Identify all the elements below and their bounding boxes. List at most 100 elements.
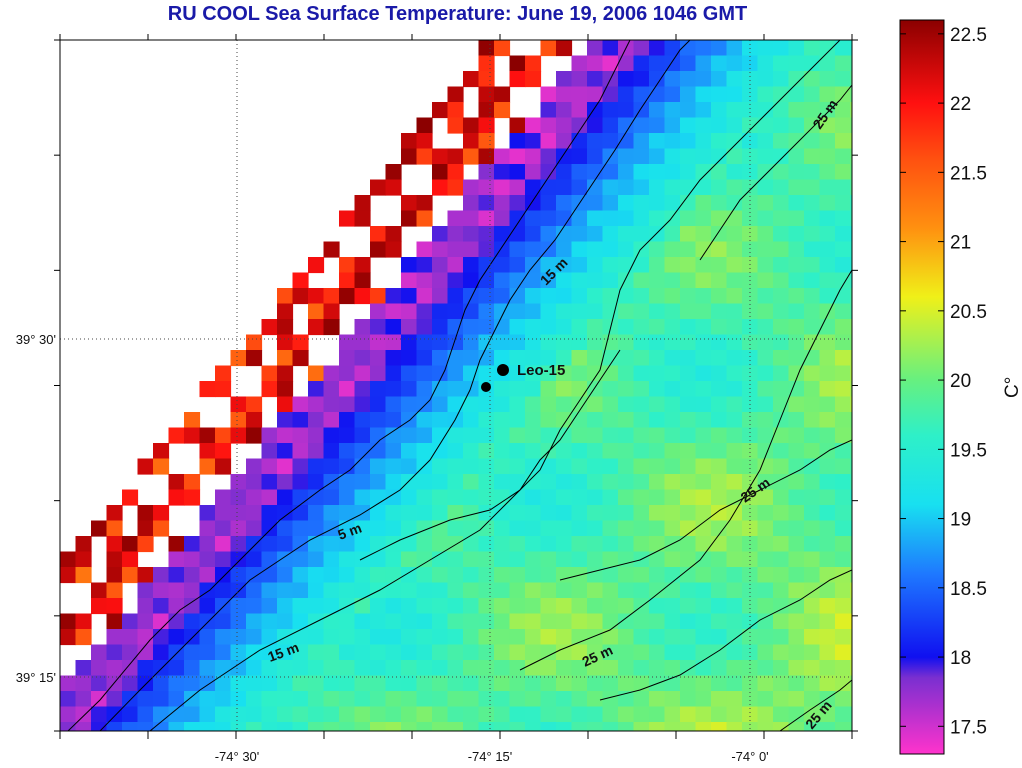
sst-pixel (726, 303, 743, 320)
map-title: RU COOL Sea Surface Temperature: June 19… (167, 3, 748, 25)
sst-pixel (757, 582, 774, 599)
sst-pixel (509, 722, 526, 731)
sst-pixel (633, 536, 650, 553)
sst-pixel (804, 288, 821, 305)
sst-pixel (649, 303, 666, 320)
sst-pixel (850, 722, 852, 731)
sst-pixel (618, 365, 635, 382)
sst-pixel (664, 241, 681, 258)
sst-pixel (819, 350, 836, 367)
sst-pixel (525, 319, 542, 336)
sst-pixel (401, 195, 418, 212)
sst-pixel (757, 629, 774, 646)
sst-pixel (184, 706, 201, 723)
sst-pixel (819, 536, 836, 553)
sst-pixel (509, 257, 526, 274)
sst-pixel (835, 241, 852, 258)
sst-pixel (339, 396, 356, 413)
sst-pixel (416, 210, 433, 227)
sst-pixel (168, 582, 185, 599)
sst-pixel (463, 226, 480, 243)
sst-pixel (137, 598, 154, 615)
sst-pixel (711, 722, 728, 731)
sst-pixel (788, 706, 805, 723)
sst-pixel (587, 582, 604, 599)
sst-pixel (618, 288, 635, 305)
sst-pixel (463, 722, 480, 731)
sst-pixel (261, 722, 278, 731)
sst-pixel (726, 644, 743, 661)
sst-pixel (416, 133, 433, 150)
sst-pixel (711, 71, 728, 88)
sst-pixel (757, 520, 774, 537)
sst-pixel (153, 582, 170, 599)
sst-pixel (509, 148, 526, 165)
sst-pixel (804, 567, 821, 584)
sst-pixel (525, 474, 542, 491)
sst-pixel (432, 551, 449, 568)
station-marker-leo15[interactable] (497, 364, 509, 376)
sst-pixel (494, 210, 511, 227)
sst-pixel (292, 272, 309, 289)
sst-pixel (370, 365, 387, 382)
sst-pixel (633, 272, 650, 289)
sst-pixel (385, 241, 402, 258)
sst-pixel (850, 691, 852, 708)
sst-pixel (664, 303, 681, 320)
sst-pixel (230, 582, 247, 599)
sst-pixel (618, 660, 635, 677)
sst-pixel (680, 474, 697, 491)
sst-pixel (835, 71, 852, 88)
sst-pixel (323, 505, 340, 522)
x-tick-label: -74° 30' (215, 749, 260, 764)
sst-pixel (773, 210, 790, 227)
sst-pixel (773, 179, 790, 196)
sst-pixel (385, 443, 402, 460)
sst-pixel (773, 536, 790, 553)
sst-pixel (509, 458, 526, 475)
sst-pixel (742, 334, 759, 351)
sst-pixel (494, 257, 511, 274)
station-marker-secondary[interactable] (481, 382, 491, 392)
sst-pixel (416, 567, 433, 584)
sst-pixel (788, 598, 805, 615)
sst-pixel (602, 381, 619, 398)
sst-pixel (199, 458, 216, 475)
sst-pixel (370, 319, 387, 336)
sst-pixel (742, 257, 759, 274)
sst-pixel (478, 412, 495, 429)
sst-pixel (850, 675, 852, 692)
sst-pixel (618, 86, 635, 103)
coastline (67, 40, 631, 731)
sst-pixel (850, 706, 852, 723)
sst-pixel (246, 334, 263, 351)
contour-label-5m: 5 m (336, 520, 364, 543)
sst-pixel (494, 536, 511, 553)
sst-pixel (850, 644, 852, 661)
sst-pixel (463, 598, 480, 615)
sst-pixel (850, 520, 852, 537)
sst-pixel (447, 148, 464, 165)
sst-pixel (494, 381, 511, 398)
sst-pixel (819, 675, 836, 692)
sst-pixel (447, 117, 464, 134)
sst-pixel (664, 722, 681, 731)
sst-pixel (401, 334, 418, 351)
sst-pixel (463, 195, 480, 212)
sst-pixel (122, 489, 139, 506)
sst-pixel (230, 567, 247, 584)
sst-pixel (525, 365, 542, 382)
sst-pixel (757, 288, 774, 305)
sst-pixel (819, 644, 836, 661)
sst-pixel (525, 210, 542, 227)
contour-5m (99, 40, 691, 731)
sst-pixel (261, 427, 278, 444)
sst-pixel (447, 505, 464, 522)
sst-pixel (540, 706, 557, 723)
sst-pixel (587, 675, 604, 692)
sst-pixel (122, 722, 139, 731)
sst-pixel (385, 474, 402, 491)
sst-pixel (695, 272, 712, 289)
sst-pixel (556, 474, 573, 491)
sst-pixel (308, 551, 325, 568)
